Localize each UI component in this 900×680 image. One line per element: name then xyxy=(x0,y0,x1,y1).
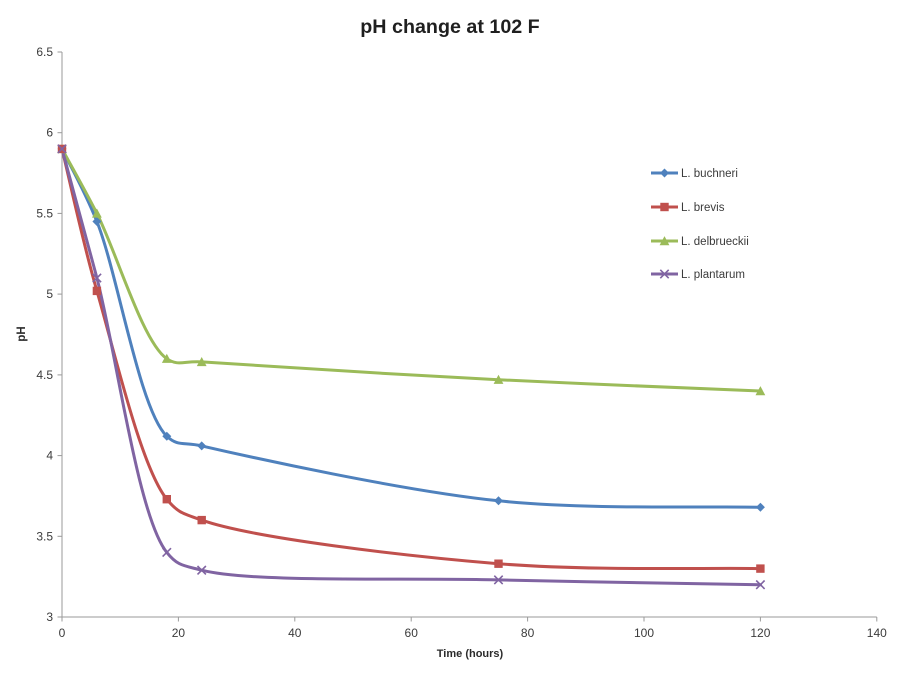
svg-text:6: 6 xyxy=(46,126,53,140)
svg-text:120: 120 xyxy=(750,626,770,640)
svg-text:6.5: 6.5 xyxy=(36,45,53,59)
svg-text:100: 100 xyxy=(634,626,654,640)
svg-text:140: 140 xyxy=(867,626,887,640)
svg-text:60: 60 xyxy=(405,626,419,640)
svg-text:L. buchneri: L. buchneri xyxy=(681,168,738,180)
svg-text:pH change at 102 F: pH change at 102 F xyxy=(360,16,539,38)
svg-text:4: 4 xyxy=(46,449,53,463)
svg-text:4.5: 4.5 xyxy=(36,368,53,382)
svg-text:L. delbrueckii: L. delbrueckii xyxy=(681,236,749,248)
svg-text:20: 20 xyxy=(172,626,186,640)
svg-text:5.5: 5.5 xyxy=(36,206,53,220)
svg-text:L. brevis: L. brevis xyxy=(681,202,725,214)
svg-text:L. plantarum: L. plantarum xyxy=(681,269,745,281)
svg-text:3: 3 xyxy=(46,610,53,624)
svg-text:5: 5 xyxy=(46,287,53,301)
svg-text:3.5: 3.5 xyxy=(36,529,53,543)
svg-text:Time (hours): Time (hours) xyxy=(437,648,504,660)
svg-text:80: 80 xyxy=(521,626,535,640)
svg-text:pH: pH xyxy=(16,326,28,341)
svg-text:40: 40 xyxy=(288,626,302,640)
svg-text:0: 0 xyxy=(59,626,66,640)
